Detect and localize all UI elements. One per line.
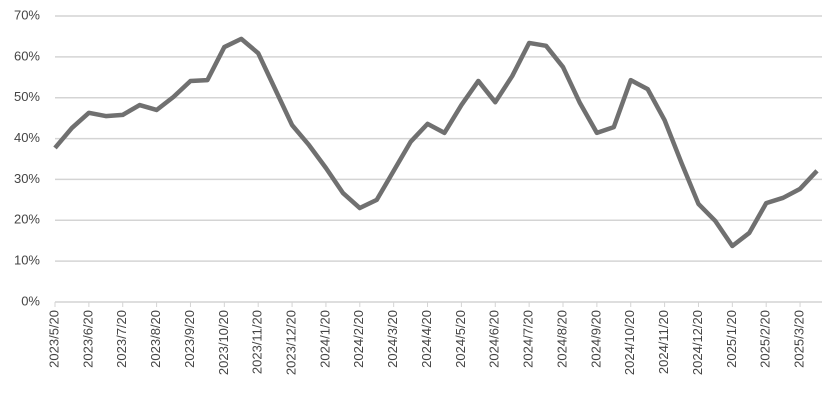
x-tick-label: 2024/10/20 [622, 310, 637, 375]
x-tick-label: 2025/1/20 [724, 310, 739, 368]
x-tick-label: 2023/12/20 [284, 310, 299, 375]
x-tick-label: 2024/7/20 [521, 310, 536, 368]
data-line [53, 36, 819, 249]
x-tick-label: 2024/2/20 [351, 310, 366, 368]
x-tick-label: 2023/7/20 [114, 310, 129, 368]
x-tick-label: 2024/9/20 [588, 310, 603, 368]
y-tick-label: 10% [14, 253, 40, 268]
x-tick-label: 2024/12/20 [690, 310, 705, 375]
x-tick-label: 2024/11/20 [656, 310, 671, 374]
x-tick-label: 2023/11/20 [250, 310, 265, 374]
y-tick-label: 60% [14, 48, 40, 63]
y-tick-label: 50% [14, 89, 40, 104]
y-tick-label: 20% [14, 212, 40, 227]
x-tick-label: 2024/4/20 [419, 310, 434, 368]
x-tick-label: 2024/3/20 [385, 310, 400, 368]
x-tick-label: 2024/8/20 [554, 310, 569, 368]
x-tick-label: 2023/9/20 [182, 310, 197, 368]
x-tick-label: 2025/2/20 [758, 310, 773, 368]
y-tick-label: 40% [14, 130, 40, 145]
y-tick-label: 70% [14, 7, 40, 22]
x-tick-label: 2023/8/20 [148, 310, 163, 368]
x-tick-label: 2024/1/20 [317, 310, 332, 368]
x-tick-label: 2023/6/20 [80, 310, 95, 368]
y-tick-label: 30% [14, 171, 40, 186]
x-tick-label: 2023/10/20 [216, 310, 231, 375]
x-tick-label: 2024/6/20 [487, 310, 502, 368]
x-tick-label: 2023/5/20 [46, 310, 61, 368]
x-tick-label: 2025/3/20 [792, 310, 807, 368]
y-tick-label: 0% [21, 293, 40, 308]
x-tick-label: 2024/5/20 [453, 310, 468, 368]
